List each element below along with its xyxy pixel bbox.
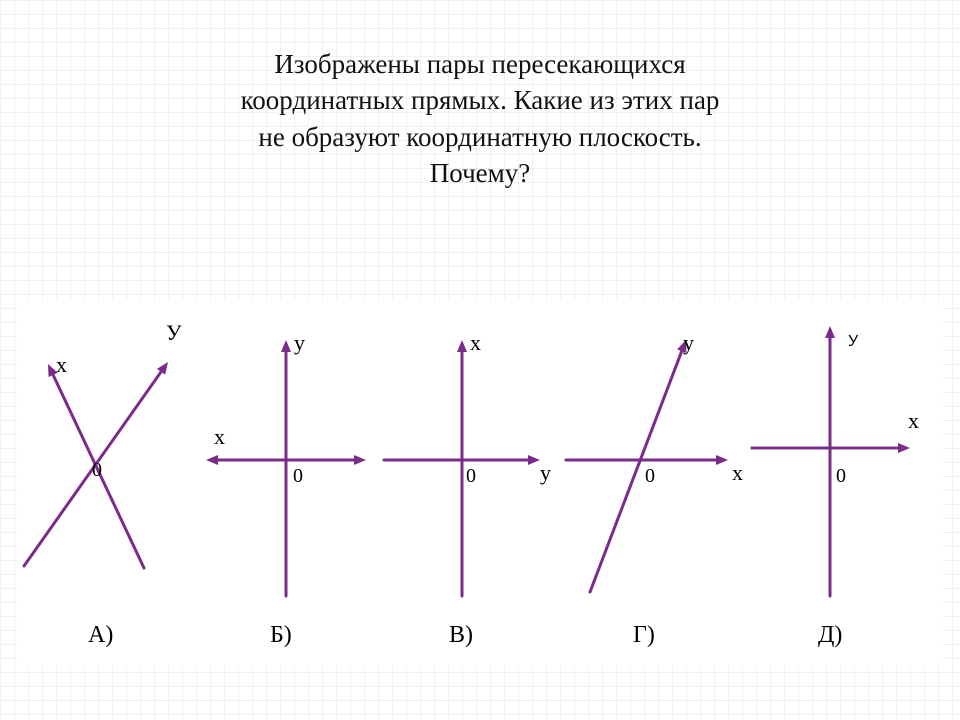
title-line-2: координатных прямых. Какие из этих пар <box>40 82 920 118</box>
axis-label-G-x-right: х <box>732 460 743 485</box>
axis-label-B-y: у <box>294 330 305 355</box>
axis-label-G-y-oblique: у <box>683 330 694 355</box>
origin-label-V: 0 <box>466 465 476 487</box>
origin-label-A: 0 <box>92 459 102 481</box>
caption-A: А) <box>88 622 113 648</box>
diagram-A: х У 0 А) <box>24 320 182 648</box>
axis-label-D-x-right: х <box>908 408 919 433</box>
diagram-V: х у 0 В) <box>384 330 551 648</box>
title-line-4: Почему? <box>40 155 920 191</box>
title-line-1: Изображены пары пересекающихся <box>40 46 920 82</box>
extra-label-D-0: У <box>848 333 859 350</box>
axis-label-A-x: х <box>56 352 67 377</box>
arrowhead-B-x-start <box>206 455 218 465</box>
diagram-G: у х 0 Г) <box>566 330 743 648</box>
arrowhead-D-x-right-end <box>898 443 910 453</box>
arrowhead-G-x-right-end <box>716 455 728 465</box>
arrowhead-B-x-end <box>354 455 366 465</box>
origin-label-D: 0 <box>836 465 846 487</box>
origin-label-B: 0 <box>293 465 303 487</box>
origin-label-G: 0 <box>645 465 655 487</box>
arrowhead-D-y-up-end <box>825 326 835 338</box>
title-block: Изображены пары пересекающихся координат… <box>0 0 960 192</box>
axis-label-A-y: У <box>166 320 182 345</box>
axis-G-y-oblique <box>590 349 682 592</box>
caption-G: Г) <box>633 622 655 648</box>
diagrams-svg: х У 0 А) х у 0 Б) х у 0 В) у х 0 Г) х 0 У Д) <box>18 300 942 666</box>
arrowhead-V-y-right-end <box>528 455 540 465</box>
title-line-3: не образуют координатную плоскость. <box>40 119 920 155</box>
caption-V: В) <box>449 622 473 648</box>
axis-label-V-y-right: у <box>540 460 551 485</box>
caption-B: Б) <box>270 622 292 648</box>
arrowhead-B-y-end <box>281 340 291 352</box>
diagram-D: х 0 У Д) <box>752 326 919 648</box>
diagrams-panel: х У 0 А) х у 0 Б) х у 0 В) у х 0 Г) х 0 У Д) <box>18 300 942 666</box>
axis-label-B-x: х <box>214 424 225 449</box>
axis-label-V-x-up: х <box>470 330 481 355</box>
diagram-B: х у 0 Б) <box>206 330 366 648</box>
arrowhead-V-x-up-end <box>457 340 467 352</box>
caption-D: Д) <box>818 622 842 648</box>
page: Изображены пары пересекающихся координат… <box>0 0 960 720</box>
